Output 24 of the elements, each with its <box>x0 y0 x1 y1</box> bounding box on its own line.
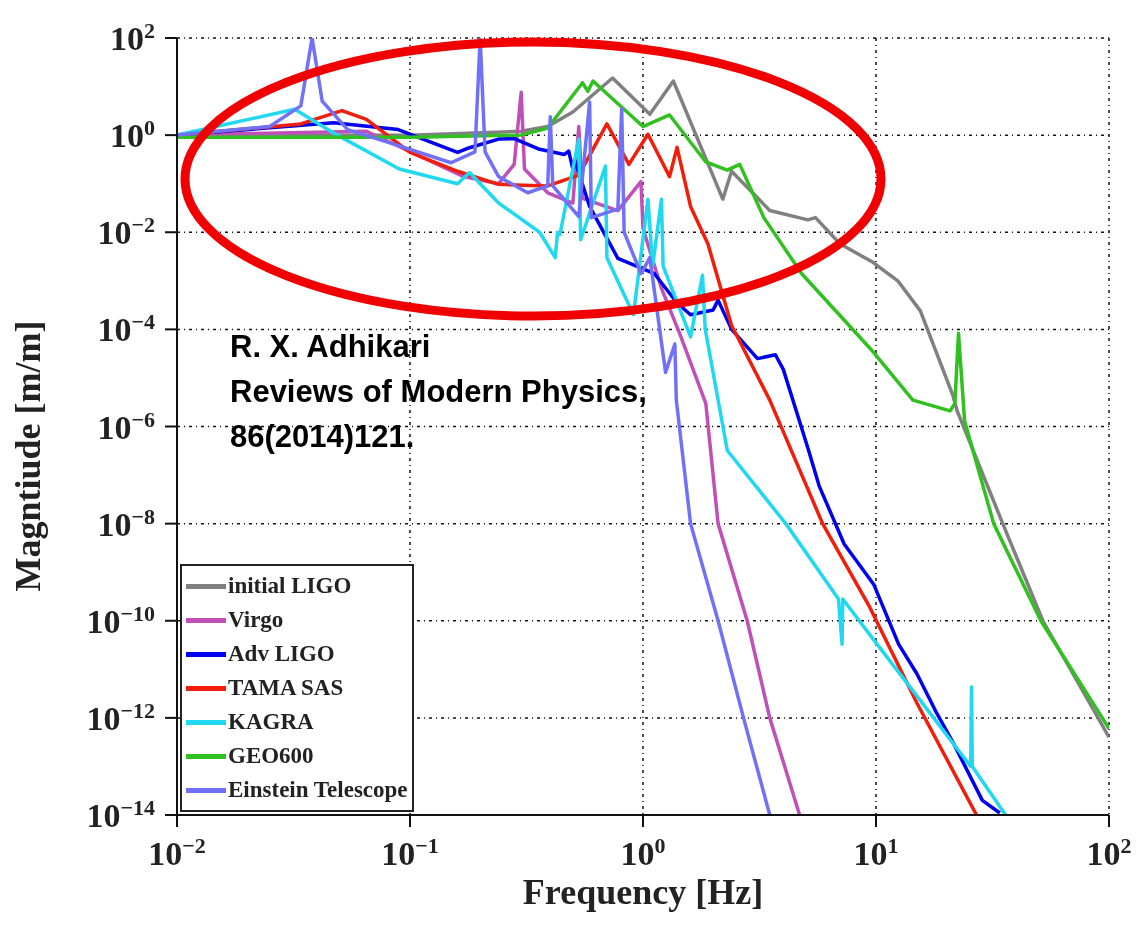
x-tick-label: 10$^{2}$ <box>1086 832 1132 872</box>
y-tick-label: 10$^{−8}$ <box>97 503 155 543</box>
y-tick-label: 10$^{−10}$ <box>86 600 155 640</box>
x-tick-label: 10$^{−2}$ <box>148 832 206 872</box>
legend-label: Virgo <box>228 607 284 633</box>
legend-label: TAMA SAS <box>228 675 344 701</box>
y-tick-label: 10$^{−2}$ <box>97 211 155 252</box>
x-tick-label: 10$^{1}$ <box>853 832 899 872</box>
legend-label: initial LIGO <box>228 573 352 599</box>
y-tick-label: 10$^{−6}$ <box>97 406 155 446</box>
y-tick-label: 10$^{0}$ <box>110 114 155 155</box>
legend-label: Einstein Telescope <box>228 777 408 803</box>
x-tick-label: 10$^{−1}$ <box>381 832 439 872</box>
x-axis-title: Frequency [Hz] <box>521 871 765 913</box>
y-tick-label: 10$^{−4}$ <box>97 308 155 349</box>
y-tick-label: 10$^{−12}$ <box>86 697 155 737</box>
y-tick-label: 10$^{−14}$ <box>86 794 155 834</box>
legend-label: GEO600 <box>228 743 314 769</box>
annotation: R. X. Adhikari Reviews of Modern Physics, 86(2014)121. <box>230 328 647 456</box>
y-tick-label: 10$^{2}$ <box>110 17 155 57</box>
x-tick-label: 10$^{0}$ <box>620 832 666 872</box>
legend-label: Adv LIGO <box>228 641 335 667</box>
legend-label: KAGRA <box>228 709 314 735</box>
y-axis-title: Magntiude [m/m] <box>7 319 49 593</box>
